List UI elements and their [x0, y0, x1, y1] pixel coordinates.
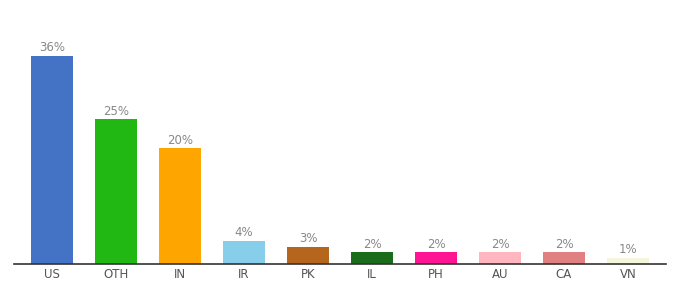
- Text: 20%: 20%: [167, 134, 193, 147]
- Text: 25%: 25%: [103, 105, 129, 118]
- Text: 2%: 2%: [491, 238, 509, 251]
- Bar: [223, 241, 265, 264]
- Text: 4%: 4%: [235, 226, 254, 239]
- Bar: [479, 252, 521, 264]
- Bar: [31, 56, 73, 264]
- Text: 3%: 3%: [299, 232, 318, 245]
- Bar: [351, 252, 393, 264]
- Text: 2%: 2%: [555, 238, 573, 251]
- Text: 2%: 2%: [362, 238, 381, 251]
- Bar: [159, 148, 201, 264]
- Bar: [543, 252, 585, 264]
- Bar: [415, 252, 457, 264]
- Text: 2%: 2%: [426, 238, 445, 251]
- Bar: [95, 119, 137, 264]
- Bar: [607, 258, 649, 264]
- Text: 1%: 1%: [619, 244, 637, 256]
- Bar: [287, 247, 329, 264]
- Text: 36%: 36%: [39, 41, 65, 54]
